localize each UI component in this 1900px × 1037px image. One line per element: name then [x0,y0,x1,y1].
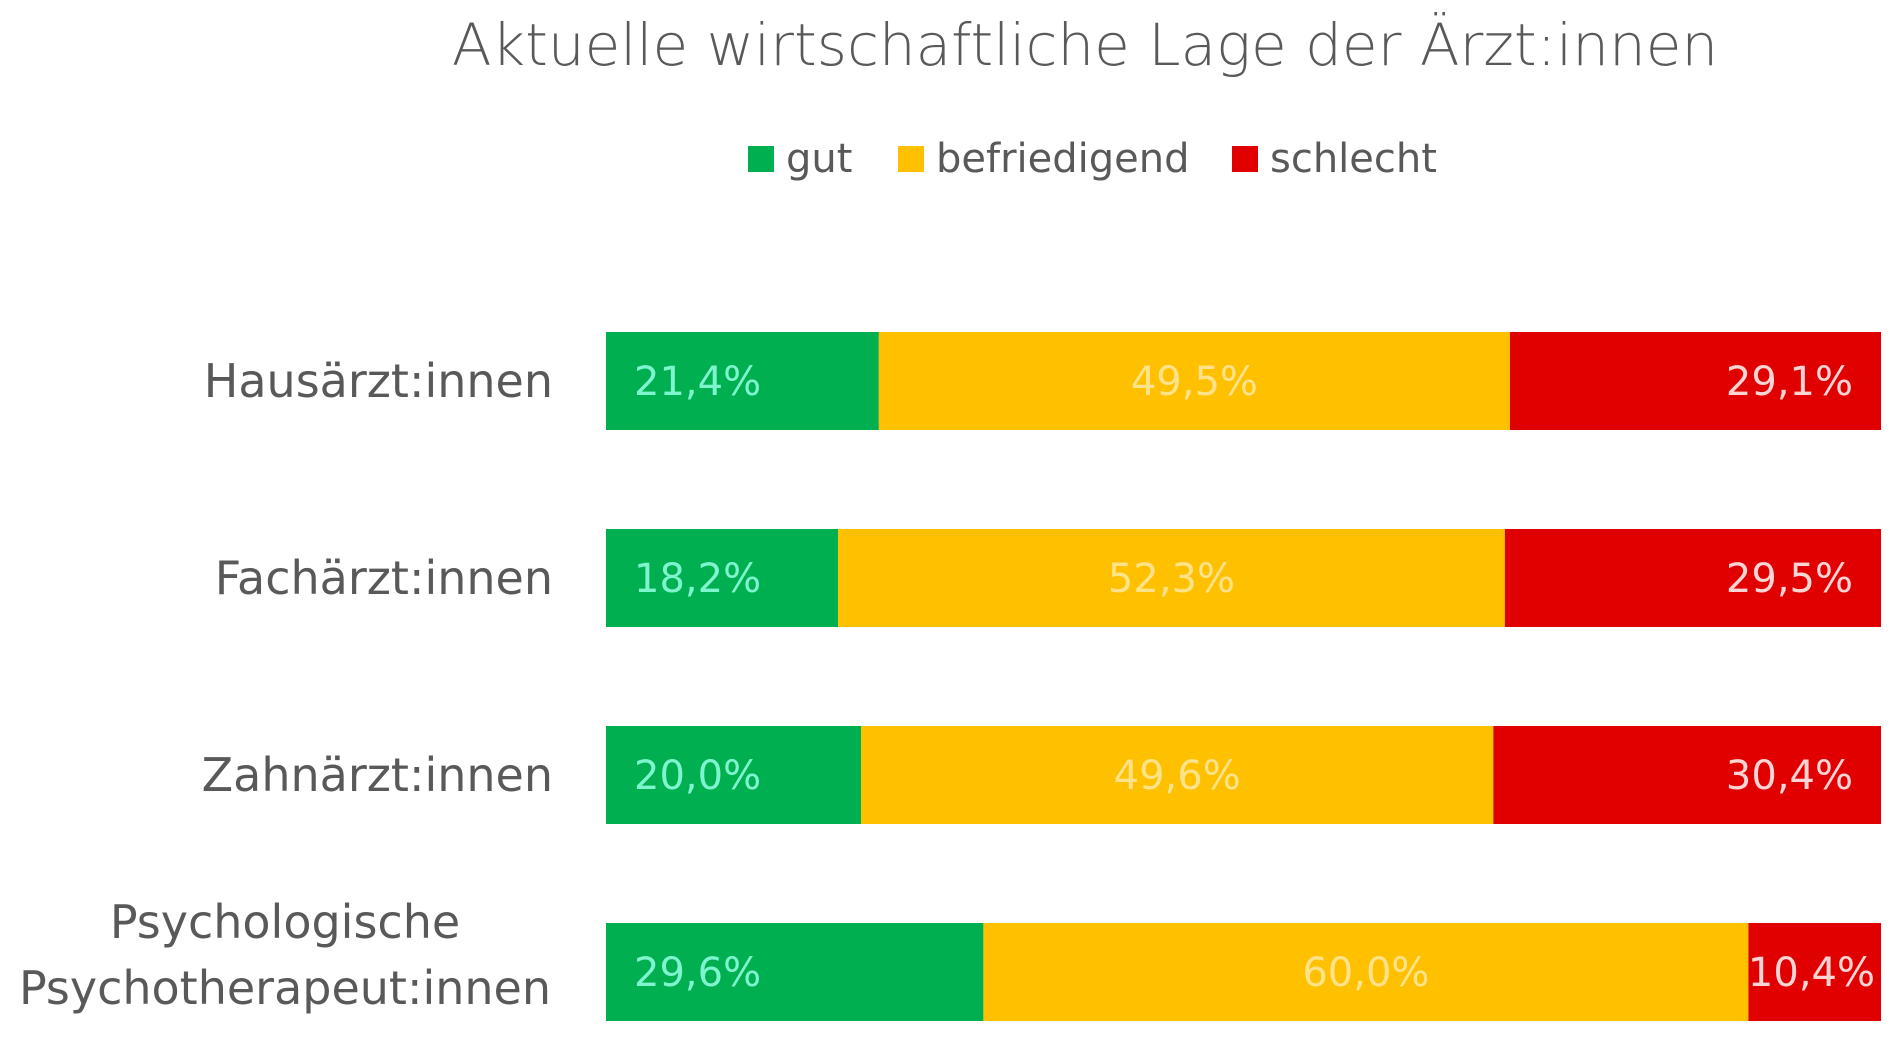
value-label-befriedigend: 49,5% [1131,359,1258,405]
value-label-gut: 21,4% [634,359,761,405]
bar-segment-befriedigend [861,726,1494,824]
legend: gut befriedigend schlecht [748,136,1437,182]
bar-segment-befriedigend [838,529,1505,627]
bar-segment-schlecht [1493,726,1881,824]
value-label-gut: 18,2% [634,556,761,602]
value-label-befriedigend: 49,6% [1114,753,1241,799]
legend-item-befriedigend: befriedigend [898,136,1190,182]
bar-segment-befriedigend [983,923,1749,1021]
bar-segment-gut [606,923,984,1021]
value-label-schlecht: 29,1% [1726,359,1853,405]
bar-segment-gut [606,529,839,627]
value-label-schlecht: 10,4% [1748,950,1875,996]
category-labels: Hausärzt:innen Fachärzt:innen Zahnärzt:inn… [19,354,553,1015]
category-label: Zahnärzt:innen [202,748,553,802]
bar-segment-gut [606,332,879,430]
value-label-schlecht: 29,5% [1726,556,1853,602]
bar-segment-schlecht [1504,529,1881,627]
bar-segment-befriedigend [878,332,1510,430]
legend-label: gut [786,136,852,182]
category-label: Hausärzt:innen [204,354,553,408]
value-label-gut: 20,0% [634,753,761,799]
legend-item-gut: gut [748,136,852,182]
legend-item-schlecht: schlecht [1232,136,1437,182]
legend-label: befriedigend [936,136,1190,182]
value-labels: 21,4% 49,5% 29,1% 18,2% 52,3% 29,5% 20,0% 49,6%… [634,359,1875,996]
bar-segment-gut [606,726,861,824]
value-label-befriedigend: 52,3% [1108,556,1235,602]
bar-segment-schlecht [1748,923,1881,1021]
legend-swatch-gut [748,146,774,172]
category-label: Psychologische Psychotherapeut:innen [19,895,551,1015]
legend-label: schlecht [1270,136,1437,182]
value-label-schlecht: 30,4% [1726,753,1853,799]
value-label-befriedigend: 60,0% [1302,950,1429,996]
bar-segment-schlecht [1509,332,1881,430]
legend-swatch-schlecht [1232,146,1258,172]
value-label-gut: 29,6% [634,950,761,996]
legend-swatch-befriedigend [898,146,924,172]
chart-title: Aktuelle wirtschaftliche Lage der Ärzt:i… [452,10,1718,79]
category-label-line: Psychotherapeut:innen [19,961,551,1015]
bars [606,332,1881,1021]
category-label-line: Psychologische [110,895,460,949]
category-label: Fachärzt:innen [215,551,553,605]
